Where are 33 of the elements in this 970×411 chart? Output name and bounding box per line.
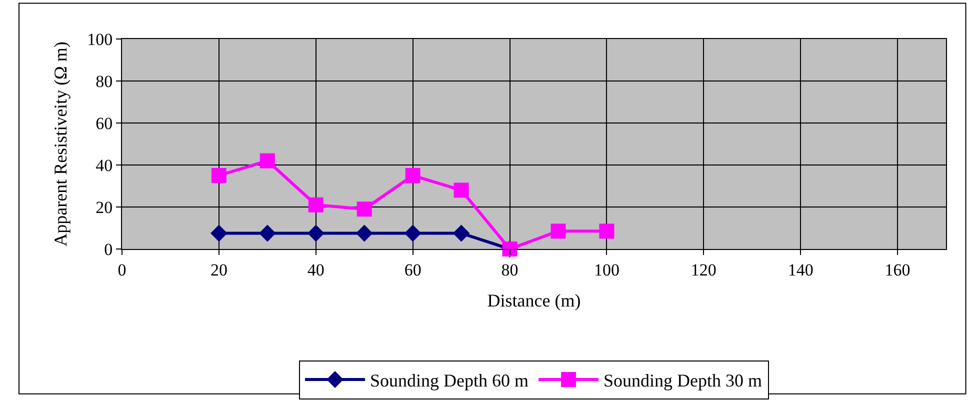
- y-axis-title: Apparent Resistiveity (Ω m): [50, 42, 70, 246]
- y-tick-label: 80: [96, 72, 113, 91]
- point: [405, 168, 420, 183]
- x-tick-label: 20: [210, 260, 228, 280]
- point: [307, 224, 324, 242]
- x-axis-title: Distance (m): [487, 290, 581, 310]
- x-tick-label: 140: [788, 260, 814, 280]
- y-tick-label: 20: [96, 198, 113, 217]
- point: [308, 197, 324, 212]
- y-tick-label: 40: [96, 156, 113, 175]
- point: [258, 224, 276, 242]
- x-tick-label: 160: [884, 260, 910, 280]
- x-tick-label: 60: [404, 260, 422, 280]
- legend-label: Sounding Depth 60 m: [370, 370, 529, 391]
- y-tick-label: 60: [96, 114, 113, 133]
- point: [210, 224, 228, 242]
- point: [454, 182, 469, 198]
- point: [356, 202, 372, 217]
- point: [599, 224, 614, 239]
- x-tick-label: 120: [690, 260, 716, 280]
- point: [211, 168, 226, 183]
- point: [452, 224, 470, 242]
- x-tick-label: 40: [307, 260, 324, 280]
- legend-label: Sounding Depth 30 m: [604, 370, 762, 391]
- x-tick-label: 80: [501, 260, 518, 280]
- point: [260, 153, 275, 168]
- y-tick-label: 0: [104, 240, 113, 259]
- y-tick-label: 100: [87, 30, 113, 49]
- point: [550, 224, 566, 239]
- x-tick-label: 100: [594, 260, 620, 280]
- point: [356, 224, 373, 242]
- x-tick-label: 0: [118, 260, 126, 280]
- point: [404, 224, 422, 242]
